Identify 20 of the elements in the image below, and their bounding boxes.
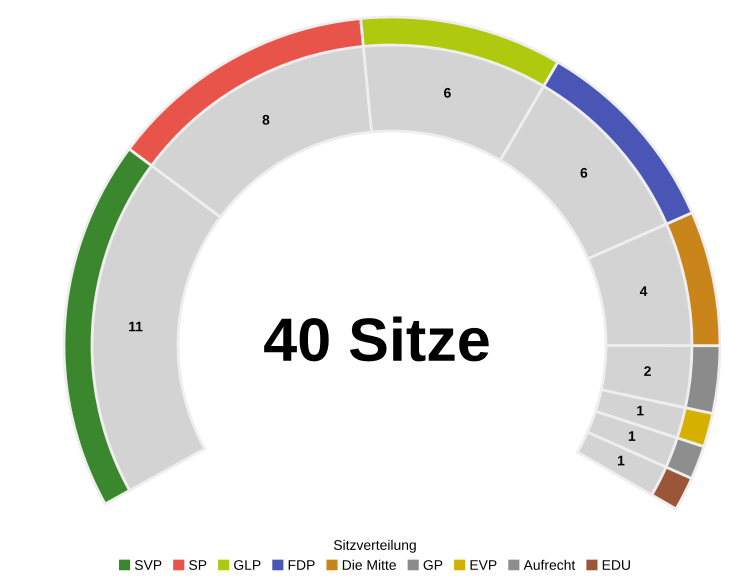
legend-label: EDU: [602, 560, 630, 570]
legend-label: SP: [189, 560, 206, 570]
data-label: 8: [262, 114, 270, 125]
data-label: 1: [618, 456, 624, 466]
data-label: 6: [444, 88, 451, 98]
legend-label: Die Mitte: [342, 560, 396, 570]
data-label: 1: [637, 406, 644, 416]
legend-label: FDP: [288, 560, 315, 570]
legend-label: GLP: [234, 560, 260, 570]
data-label: 11: [129, 322, 143, 332]
text: 40 Sitze: [264, 316, 489, 362]
data-label: 6: [580, 168, 588, 178]
data-label: 1: [628, 431, 636, 441]
legend-label: SVP: [134, 560, 162, 570]
data-label: 4: [640, 286, 648, 296]
data-label: 2: [644, 366, 651, 376]
legend-label: Aufrecht: [524, 560, 576, 570]
legend-title: Sitzverteilung: [334, 540, 416, 553]
legend-label: EVP: [470, 560, 496, 570]
legend-label: GP: [424, 560, 442, 570]
